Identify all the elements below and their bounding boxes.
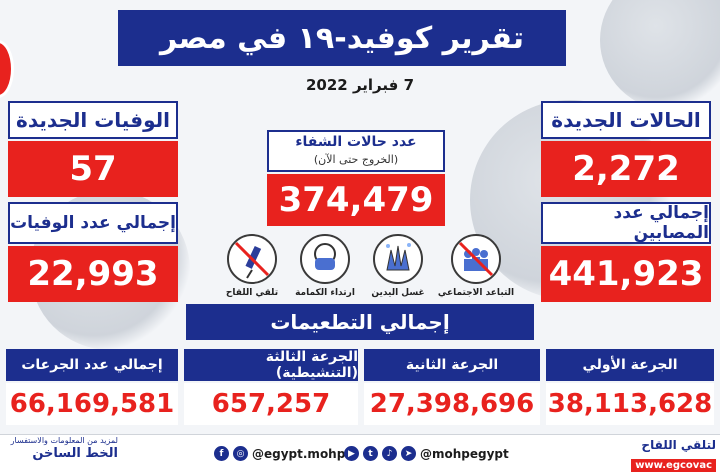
social-handle-2[interactable]: @mohpegypt — [420, 446, 509, 461]
twitter-icon[interactable]: t — [363, 446, 378, 461]
second-dose-value: 27,398,696 — [364, 383, 540, 425]
total-doses-value: 66,169,581 — [6, 383, 178, 425]
hotline-info: لمزيد من المعلومات والاستفسار الخط الساخ… — [6, 436, 118, 462]
hotline-title: الخط الساخن — [32, 446, 118, 461]
second-dose-label: الجرعة الثانية — [364, 349, 540, 381]
first-dose-value: 38,113,628 — [546, 383, 714, 425]
instagram-icon[interactable]: ◎ — [233, 446, 248, 461]
vaccine-cta: لتلقي اللقاح — [641, 438, 716, 452]
new-cases-value: 2,272 — [541, 141, 711, 197]
third-dose-value: 657,257 — [184, 383, 358, 425]
precaution-label: ارتداء الكمامة — [295, 288, 355, 298]
vaccinations-title: إجمالي التطعيمات — [186, 304, 534, 340]
third-dose-label: الجرعة الثالثة (التنشيطية) — [184, 349, 358, 381]
facebook-icon[interactable]: f — [214, 446, 229, 461]
social-handle-1[interactable]: @egypt.mohp — [252, 446, 346, 461]
social-links-group-1: f ◎ @egypt.mohp — [214, 446, 345, 461]
mask-icon — [300, 234, 350, 284]
total-doses-label: إجمالي عدد الجرعات — [6, 349, 178, 381]
precaution-label: التباعد الاجتماعي — [437, 288, 515, 298]
precaution-handwash: غسل اليدين — [366, 234, 430, 298]
new-deaths-label: الوفيات الجديدة — [8, 101, 178, 139]
new-cases-label: الحالات الجديدة — [541, 101, 711, 139]
total-cases-label: إجمالي عدد المصابين — [541, 202, 711, 244]
total-deaths-label: إجمالي عدد الوفيات — [8, 202, 178, 244]
report-date: 7 فبراير 2022 — [305, 76, 414, 94]
vaccine-registration-info: لتلقي اللقاح www.egcovac — [606, 438, 716, 472]
syringe-icon — [227, 234, 277, 284]
no-crowd-icon — [451, 234, 501, 284]
telegram-icon[interactable]: ➤ — [401, 446, 416, 461]
recoveries-label-box: عدد حالات الشفاء (الخروج حتى الآن) — [267, 130, 445, 172]
recoveries-value: 374,479 — [267, 174, 445, 226]
tiktok-icon[interactable]: ♪ — [382, 446, 397, 461]
precaution-label: غسل اليدين — [371, 288, 425, 298]
precaution-label: تلقي اللقاح — [225, 288, 279, 298]
hotline-info-text: لمزيد من المعلومات والاستفسار — [10, 436, 118, 445]
new-deaths-value: 57 — [8, 141, 178, 197]
hand-wash-icon — [373, 234, 423, 284]
footer-bar — [0, 434, 720, 475]
precaution-mask: ارتداء الكمامة — [290, 234, 360, 298]
precaution-distancing: التباعد الاجتماعي — [436, 234, 516, 298]
ministry-logo — [0, 40, 14, 98]
precaution-vaccine: تلقي اللقاح — [220, 234, 284, 298]
first-dose-label: الجرعة الأولي — [546, 349, 714, 381]
recoveries-label: عدد حالات الشفاء — [295, 134, 417, 150]
total-deaths-value: 22,993 — [8, 246, 178, 302]
total-cases-value: 441,923 — [541, 246, 711, 302]
recoveries-sublabel: (الخروج حتى الآن) — [313, 153, 399, 166]
background-virus-shape — [600, 0, 720, 110]
social-links-group-2: ▶ t ♪ ➤ @mohpegypt — [344, 446, 509, 461]
vaccine-url-link[interactable]: www.egcovac — [631, 459, 716, 472]
page-title: تقرير كوفيد-١٩ في مصر — [118, 10, 566, 66]
youtube-icon[interactable]: ▶ — [344, 446, 359, 461]
